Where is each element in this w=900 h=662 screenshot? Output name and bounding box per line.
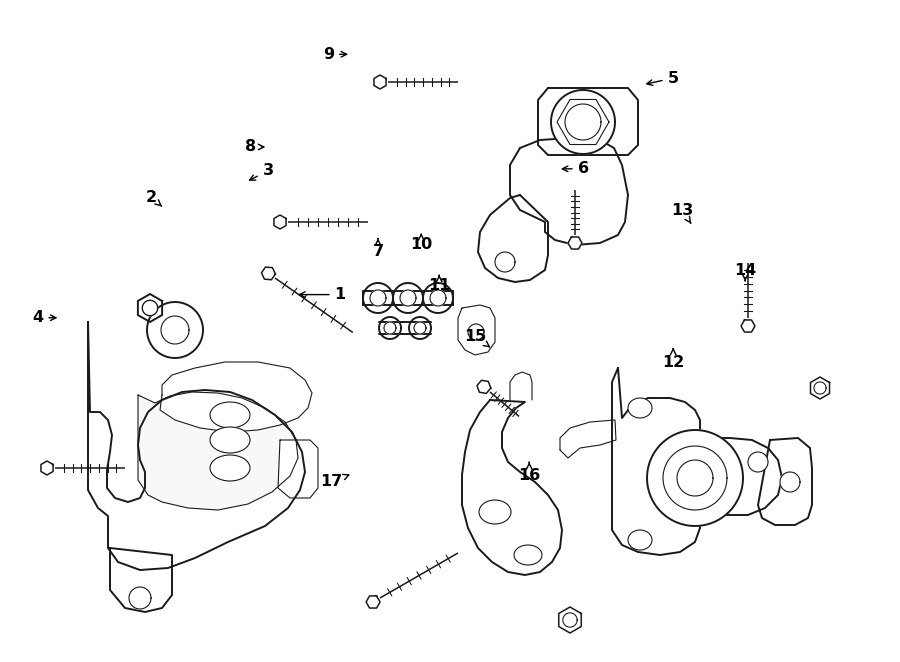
- Polygon shape: [374, 75, 386, 89]
- Text: 12: 12: [662, 349, 684, 370]
- Polygon shape: [262, 267, 275, 280]
- Text: 11: 11: [428, 275, 450, 293]
- Polygon shape: [138, 392, 298, 510]
- Polygon shape: [423, 283, 453, 313]
- Polygon shape: [510, 138, 628, 245]
- Polygon shape: [40, 461, 53, 475]
- Ellipse shape: [210, 402, 250, 428]
- Polygon shape: [562, 613, 577, 627]
- Polygon shape: [647, 430, 743, 526]
- Text: 15: 15: [464, 329, 490, 347]
- Polygon shape: [142, 301, 157, 316]
- Polygon shape: [677, 460, 713, 496]
- Text: 5: 5: [647, 71, 679, 85]
- Ellipse shape: [628, 398, 652, 418]
- Polygon shape: [370, 290, 386, 306]
- Polygon shape: [384, 322, 396, 334]
- Polygon shape: [468, 324, 484, 340]
- Polygon shape: [477, 380, 490, 393]
- Polygon shape: [560, 420, 616, 458]
- Polygon shape: [160, 362, 312, 432]
- Polygon shape: [551, 90, 615, 154]
- Polygon shape: [495, 252, 515, 272]
- Polygon shape: [278, 440, 318, 498]
- Polygon shape: [811, 377, 830, 399]
- Ellipse shape: [514, 545, 542, 565]
- Text: 9: 9: [323, 47, 346, 62]
- Ellipse shape: [479, 500, 511, 524]
- Polygon shape: [393, 283, 423, 313]
- Polygon shape: [741, 320, 755, 332]
- Polygon shape: [478, 195, 548, 282]
- Text: 6: 6: [562, 162, 589, 176]
- Polygon shape: [129, 587, 151, 609]
- Ellipse shape: [628, 530, 652, 550]
- Polygon shape: [274, 215, 286, 229]
- Polygon shape: [138, 294, 162, 322]
- Polygon shape: [414, 322, 426, 334]
- Text: 2: 2: [146, 190, 162, 207]
- Text: 1: 1: [300, 287, 346, 302]
- Polygon shape: [379, 317, 401, 339]
- Polygon shape: [663, 446, 727, 510]
- Ellipse shape: [748, 452, 768, 472]
- Polygon shape: [462, 400, 562, 575]
- Text: 4: 4: [32, 310, 56, 325]
- Polygon shape: [400, 290, 416, 306]
- Polygon shape: [814, 382, 826, 394]
- Polygon shape: [88, 322, 305, 570]
- Polygon shape: [110, 548, 172, 612]
- Polygon shape: [568, 237, 582, 249]
- Polygon shape: [366, 596, 380, 608]
- Polygon shape: [458, 305, 495, 355]
- Text: 10: 10: [410, 234, 432, 252]
- Polygon shape: [363, 283, 393, 313]
- Polygon shape: [612, 368, 782, 555]
- Text: 14: 14: [734, 263, 756, 281]
- Polygon shape: [409, 317, 431, 339]
- Ellipse shape: [210, 427, 250, 453]
- Polygon shape: [538, 88, 638, 155]
- Polygon shape: [565, 104, 601, 140]
- Text: 17: 17: [320, 475, 349, 489]
- Polygon shape: [430, 290, 446, 306]
- Polygon shape: [780, 472, 800, 492]
- Text: 7: 7: [373, 238, 383, 259]
- Ellipse shape: [210, 455, 250, 481]
- Polygon shape: [559, 607, 581, 633]
- Text: 8: 8: [245, 140, 264, 154]
- Polygon shape: [758, 438, 812, 525]
- Polygon shape: [161, 316, 189, 344]
- Text: 16: 16: [518, 462, 540, 483]
- Text: 3: 3: [249, 164, 274, 180]
- Polygon shape: [147, 302, 203, 358]
- Text: 13: 13: [671, 203, 693, 223]
